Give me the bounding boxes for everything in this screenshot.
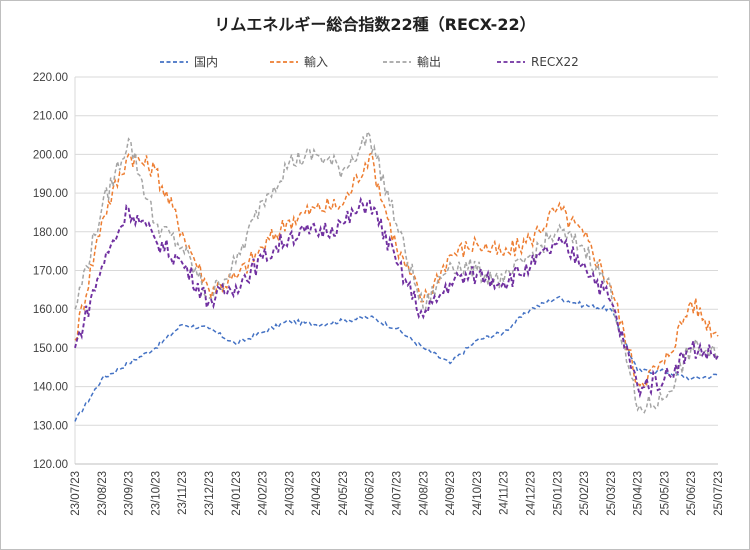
x-tick-label: 24/01/23 xyxy=(231,471,243,516)
x-tick-label: 23/09/23 xyxy=(124,471,136,516)
x-axis: 23/07/23 23/08/23 23/09/23 23/10/23 23/11/23… xyxy=(70,471,725,516)
x-tick-label: 23/12/23 xyxy=(204,471,216,516)
x-tick-label: 23/08/23 xyxy=(97,471,109,516)
y-tick-label: 140.00 xyxy=(33,382,68,394)
y-tick-label: 200.00 xyxy=(33,149,68,161)
x-tick-label: 25/07/23 xyxy=(713,471,725,516)
legend-label: 輸入 xyxy=(304,54,328,69)
series-line-2 xyxy=(74,151,719,389)
x-tick-label: 24/09/23 xyxy=(445,471,457,516)
legend-label: 国内 xyxy=(194,55,218,69)
series-line-3 xyxy=(74,129,719,414)
y-tick-label: 170.00 xyxy=(33,266,68,278)
x-tick-label: 23/07/23 xyxy=(70,471,82,516)
legend-label: 輸出 xyxy=(417,54,441,69)
x-tick-label: 24/04/23 xyxy=(311,471,323,516)
x-tick-label: 24/12/23 xyxy=(525,471,537,516)
y-tick-label: 150.00 xyxy=(33,343,68,355)
grid xyxy=(74,76,718,465)
y-tick-label: 210.00 xyxy=(33,111,68,123)
series-line-4 xyxy=(74,196,719,399)
x-tick-label: 25/02/23 xyxy=(579,471,591,516)
x-tick-label: 24/03/23 xyxy=(284,471,296,516)
x-tick-label: 25/06/23 xyxy=(686,471,698,516)
x-tick-label: 23/10/23 xyxy=(150,471,162,516)
x-tick-label: 25/03/23 xyxy=(606,471,618,516)
y-tick-label: 130.00 xyxy=(33,420,68,432)
y-tick-label: 190.00 xyxy=(33,188,68,200)
x-tick-label: 24/10/23 xyxy=(472,471,484,516)
y-tick-label: 120.00 xyxy=(33,459,68,471)
y-tick-label: 220.00 xyxy=(33,72,68,84)
x-tick-label: 24/08/23 xyxy=(418,471,430,516)
legend-label: RECX22 xyxy=(531,55,579,69)
x-tick-label: 24/02/23 xyxy=(258,471,270,516)
y-tick-label: 180.00 xyxy=(33,227,68,239)
x-tick-label: 24/07/23 xyxy=(392,471,404,516)
x-tick-label: 23/11/23 xyxy=(177,471,189,515)
x-tick-label: 24/06/23 xyxy=(365,471,377,516)
series-group xyxy=(74,129,719,422)
y-axis: 120.00 130.00 140.00 150.00 160.00 170.00 180.… xyxy=(33,72,68,471)
x-tick-label: 24/11/23 xyxy=(499,471,511,515)
chart-title: リムエネルギー総合指数22種（RECX-22） xyxy=(214,15,535,34)
legend: 国内 輸入 輸出 RECX22 xyxy=(160,54,579,69)
x-tick-label: 24/05/23 xyxy=(338,471,350,516)
x-tick-label: 25/01/23 xyxy=(552,471,564,516)
x-tick-label: 25/04/23 xyxy=(633,471,645,516)
x-tick-label: 25/05/23 xyxy=(659,471,671,516)
y-tick-label: 160.00 xyxy=(33,304,68,316)
series-line-1 xyxy=(74,295,719,422)
